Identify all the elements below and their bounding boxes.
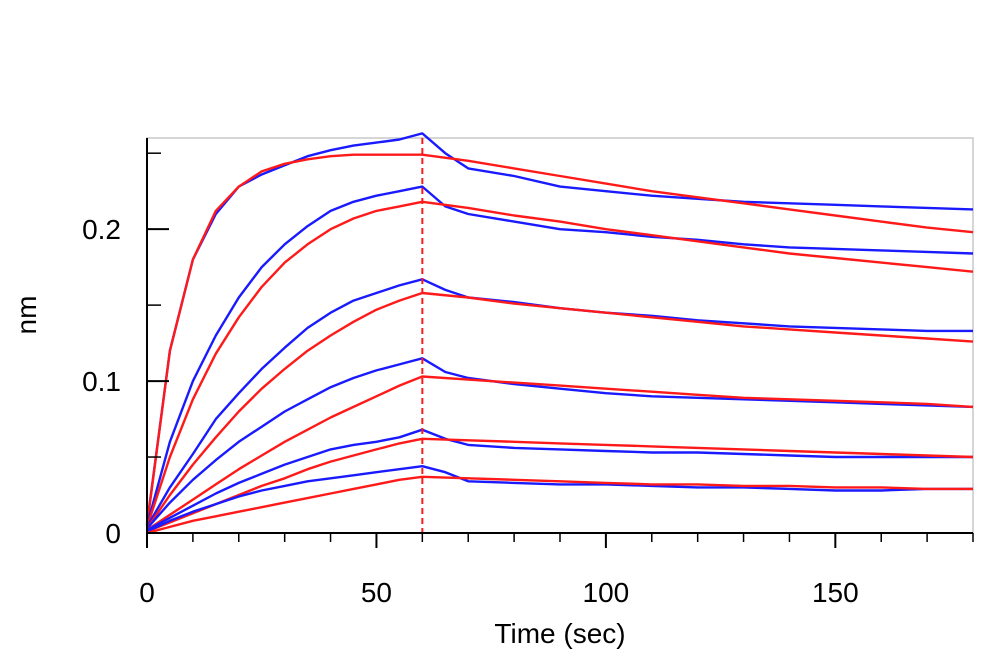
measured-curve-2 bbox=[145, 185, 974, 526]
y-tick-label: 0.2 bbox=[82, 214, 121, 245]
x-tick-label: 100 bbox=[583, 577, 630, 608]
fit-curve-1 bbox=[145, 153, 974, 526]
y-tick-label: 0.1 bbox=[82, 366, 121, 397]
tick-layer: 0 50 100 150 0 0.1 0.2 bbox=[82, 152, 974, 608]
measured-curve-3 bbox=[145, 278, 973, 528]
x-tick-label: 150 bbox=[812, 577, 859, 608]
measured-curve-5 bbox=[146, 428, 973, 532]
measured-curve-6 bbox=[146, 465, 973, 533]
fit-curve-6 bbox=[146, 475, 973, 535]
fit-curve-4 bbox=[146, 375, 974, 531]
y-tick-label: 0 bbox=[105, 518, 121, 549]
x-tick-label: 0 bbox=[139, 577, 155, 608]
plot-area bbox=[146, 137, 974, 534]
x-tick-label: 50 bbox=[361, 577, 392, 608]
x-axis-title: Time (sec) bbox=[494, 618, 625, 649]
y-axis-title: nm bbox=[11, 296, 42, 335]
measured-curve-4 bbox=[146, 357, 974, 530]
